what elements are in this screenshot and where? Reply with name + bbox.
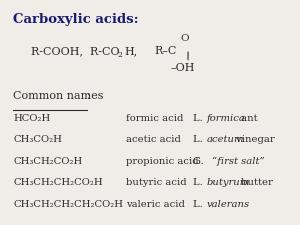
Text: L.: L. — [193, 114, 206, 123]
Text: :: : — [87, 91, 91, 101]
Text: L.: L. — [193, 200, 206, 209]
Text: “first salt”: “first salt” — [212, 157, 264, 166]
Text: butyrum: butyrum — [207, 178, 250, 187]
Text: G.: G. — [193, 157, 210, 166]
Text: CH₃CH₂CO₂H: CH₃CH₂CO₂H — [13, 157, 83, 166]
Text: 2: 2 — [118, 51, 123, 59]
Text: HCO₂H: HCO₂H — [13, 114, 50, 123]
Text: acetic acid: acetic acid — [126, 135, 181, 144]
Text: butyric acid: butyric acid — [126, 178, 187, 187]
Text: R–C: R–C — [154, 46, 177, 56]
Text: vinegar: vinegar — [233, 135, 275, 144]
Text: L.: L. — [193, 178, 206, 187]
Text: acetum: acetum — [207, 135, 244, 144]
Text: –OH: –OH — [171, 63, 195, 73]
Text: formica: formica — [207, 114, 246, 123]
Text: valerans: valerans — [207, 200, 250, 209]
Text: CH₃CH₂CH₂CO₂H: CH₃CH₂CH₂CO₂H — [13, 178, 103, 187]
Text: Carboxylic acids:: Carboxylic acids: — [13, 13, 139, 25]
Text: valeric acid: valeric acid — [126, 200, 185, 209]
Text: ant: ant — [238, 114, 257, 123]
Text: butter: butter — [238, 178, 273, 187]
Text: formic acid: formic acid — [126, 114, 184, 123]
Text: CH₃CH₂CH₂CH₂CO₂H: CH₃CH₂CH₂CH₂CO₂H — [13, 200, 123, 209]
Text: R-COOH,  R-CO: R-COOH, R-CO — [31, 46, 120, 56]
Text: L.: L. — [193, 135, 206, 144]
Text: O: O — [181, 34, 189, 43]
Text: H,: H, — [124, 46, 137, 56]
Text: Common names: Common names — [13, 91, 104, 101]
Text: propionic acid: propionic acid — [126, 157, 199, 166]
Text: CH₃CO₂H: CH₃CO₂H — [13, 135, 62, 144]
